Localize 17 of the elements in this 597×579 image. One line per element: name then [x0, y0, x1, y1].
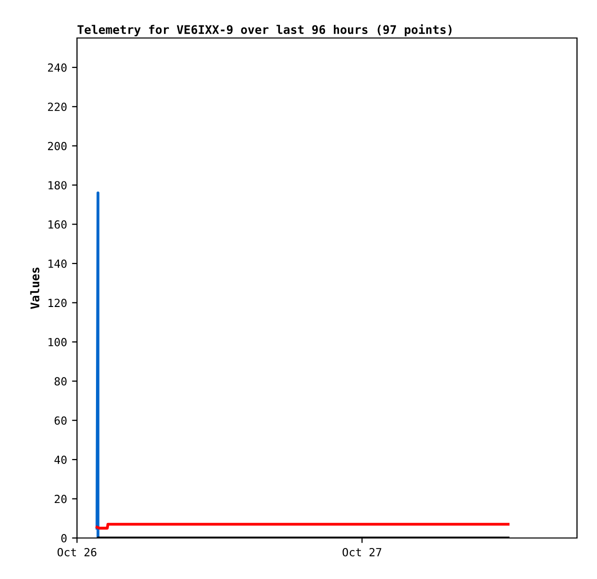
y-tick-label: 40	[54, 456, 67, 464]
y-axis-title: Values	[30, 268, 40, 309]
y-tick-label: 0	[61, 534, 67, 542]
y-tick-label: 60	[54, 416, 67, 425]
y-tick-label: 80	[54, 377, 67, 386]
y-tick-label: 120	[48, 298, 67, 308]
y-tick-label: 160	[48, 220, 67, 229]
y-tick-label: 140	[48, 259, 67, 268]
y-tick-label: 240	[48, 63, 67, 72]
y-tick-label: 20	[54, 494, 67, 504]
y-tick-label: 100	[48, 338, 67, 346]
y-tick-label: 180	[48, 181, 67, 190]
x-tick-label: Oct 27	[342, 548, 382, 556]
y-tick-label: 200	[48, 142, 67, 150]
x-tick-label: Oct 26	[58, 548, 96, 556]
y-tick-label: 220	[48, 102, 67, 112]
chart-title: Telemetry for VE6IXX-9 over last 96 hours (97 points)	[78, 24, 452, 36]
